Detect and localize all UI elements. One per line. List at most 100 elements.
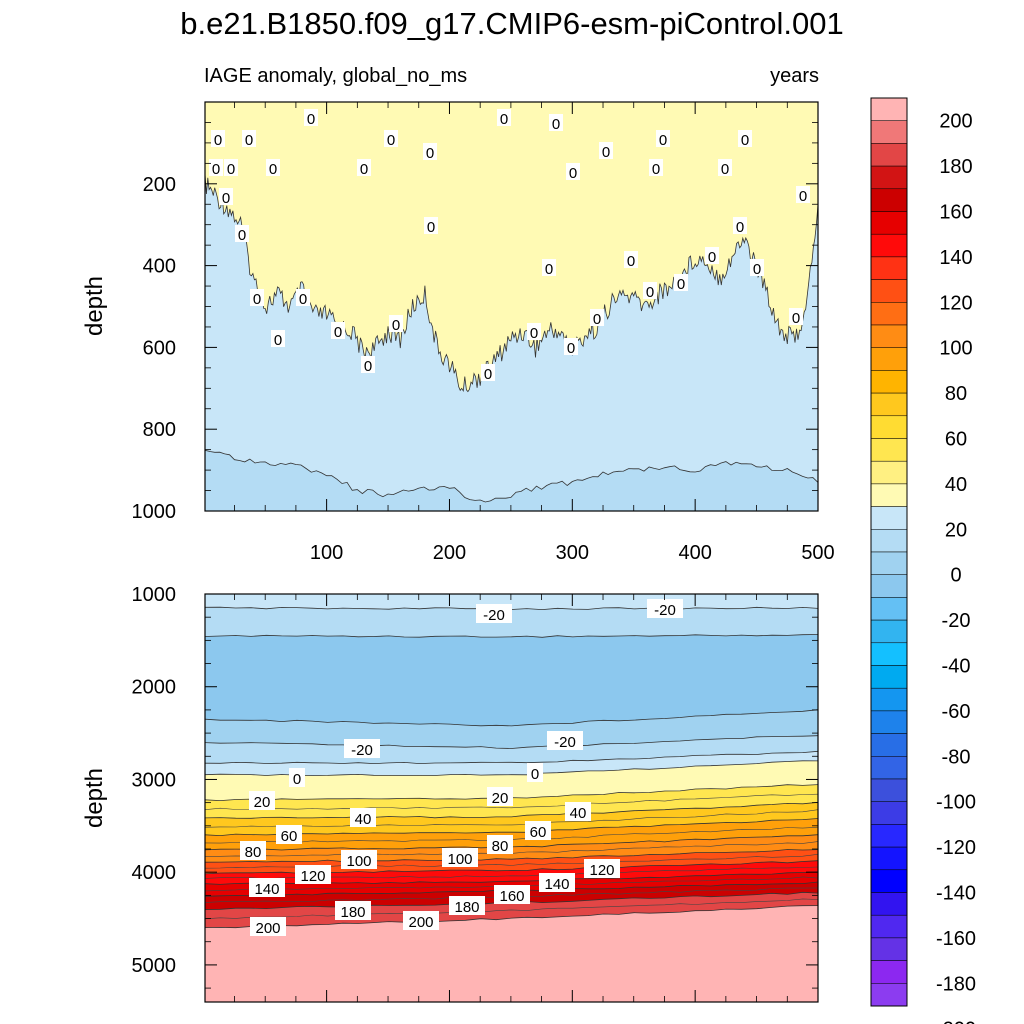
lower-contour-label: 100 [341,850,377,870]
lower-contour-label: 100 [442,848,478,868]
colorbar-box [870,460,908,485]
svg-text:0: 0 [721,161,729,178]
svg-text:0: 0 [222,190,230,207]
colorbar-box [870,619,908,644]
lower-contour-label: 180 [335,901,371,921]
svg-text:80: 80 [492,838,509,855]
upper-contour-label: 0 [527,323,541,342]
upper-minus10-region [205,450,818,511]
svg-text:0: 0 [799,188,807,205]
lower-contour-label: 20 [487,787,513,807]
svg-text:0: 0 [253,291,261,308]
colorbar-label: -140 [936,883,976,905]
svg-text:0: 0 [567,340,575,357]
lower-contour-label: -20 [647,599,683,619]
svg-text:-20: -20 [654,602,676,619]
colorbar-box [870,756,908,780]
lower-contour-label: 180 [449,896,485,916]
upper-y-tick-label: 1000 [132,501,177,523]
colorbar-box [870,211,908,235]
colorbar-box [870,960,908,984]
lower-isoline [205,818,818,837]
svg-text:0: 0 [293,771,301,788]
lower-isoline [205,849,818,863]
upper-contour-label: 0 [796,186,810,205]
svg-text:200: 200 [255,920,280,937]
colorbar-box [870,687,908,712]
colorbar-box [870,120,908,144]
upper-x-tick-label: 200 [433,542,466,564]
svg-text:20: 20 [492,790,509,807]
lower-y-tick-label: 1000 [132,584,177,606]
lower-isoline-minor [205,793,818,810]
lower-isoline-minor [205,898,818,920]
upper-contour-panel: IAGE anomaly, global_no_ms years 0 000 000… [81,65,835,564]
svg-text:0: 0 [545,261,553,278]
upper-minus10-contour [205,449,818,503]
svg-text:0: 0 [659,132,667,149]
svg-text:200: 200 [408,914,433,931]
colorbar-box [870,415,908,439]
lower-contour-label: -20 [476,604,512,624]
svg-text:0: 0 [238,227,246,244]
upper-contour-label: 0 [209,159,223,178]
upper-contour-label: 0 [242,130,256,149]
svg-text:0: 0 [427,219,435,236]
colorbar: 200180160140120100806040200-20-40-60-80-… [870,97,976,1024]
upper-contour-label: 0 [423,143,437,162]
upper-y-tick-label: 400 [143,256,176,278]
upper-contour-label: 0 [789,308,803,327]
upper-contour-label: 0 [590,309,604,328]
svg-text:0: 0 [392,317,400,334]
colorbar-box [870,188,908,212]
svg-text:140: 140 [544,876,569,893]
colorbar-box [870,778,908,802]
upper-contour-label: 0 [656,130,670,149]
colorbar-box [870,892,908,916]
upper-contour-label: 0 [542,259,556,278]
upper-contour-label: 0 [424,217,438,236]
lower-contour-label: 40 [350,808,376,828]
upper-contour-label: 0 [566,163,580,182]
svg-text:0: 0 [484,366,492,383]
colorbar-label: -20 [942,610,971,632]
colorbar-label: -100 [936,792,976,814]
colorbar-label: 140 [939,247,972,269]
upper-contour-label: 0 [750,259,764,278]
colorbar-box [870,347,908,371]
lower-y-tick-label: 4000 [132,862,177,884]
lower-contour-label: 120 [584,859,620,879]
svg-text:0: 0 [736,219,744,236]
upper-contour-label: 0 [497,109,511,128]
upper-contour-label: 0 [224,159,238,178]
lower-contour-label: 200 [250,917,286,937]
lower-contour-label: 200 [403,911,439,931]
svg-text:-20: -20 [554,734,576,751]
colorbar-box [870,302,908,326]
svg-text:-20: -20 [483,607,505,624]
upper-x-tick-label: 300 [556,542,589,564]
svg-text:0: 0 [708,249,716,266]
upper-contour-label: 0 [674,274,688,293]
svg-text:0: 0 [274,332,282,349]
upper-ylabel: depth [81,276,108,336]
colorbar-label: 200 [939,111,972,133]
colorbar-box [870,846,908,871]
svg-text:40: 40 [355,811,372,828]
svg-text:0: 0 [627,253,635,270]
lower-y-tick-label: 2000 [132,677,177,699]
svg-text:120: 120 [300,868,325,885]
lower-isoline [205,709,818,727]
colorbar-box [870,165,908,190]
svg-text:0: 0 [269,161,277,178]
upper-contour-label: 0 [705,247,719,266]
lower-contour-panel: -20 -20 -20 -20 0 0 20 20 40 40 60 60 80 80 100 100 120 1… [81,584,819,1003]
colorbar-box [870,483,908,507]
colorbar-box [870,801,908,825]
svg-text:40: 40 [570,805,587,822]
svg-text:60: 60 [281,828,298,845]
svg-text:0: 0 [307,111,315,128]
lower-y-tick-label: 5000 [132,955,177,977]
lower-contour-label: 60 [525,821,551,841]
